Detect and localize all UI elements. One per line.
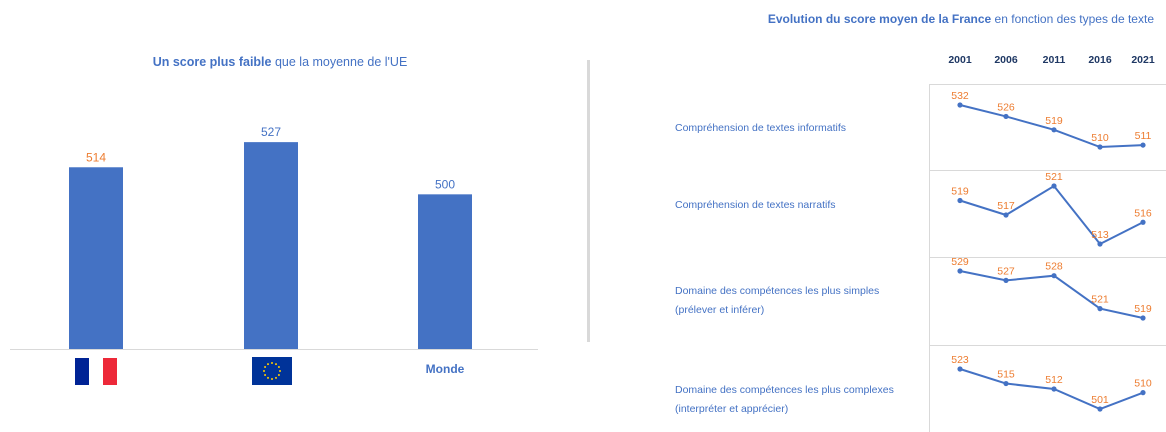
series-point bbox=[957, 197, 963, 204]
bar-value-label: 527 bbox=[261, 125, 281, 139]
row-label: Domaine des compétences les plus complex… bbox=[675, 381, 894, 419]
point-value-label: 519 bbox=[951, 186, 969, 198]
point-value-label: 516 bbox=[1134, 207, 1152, 219]
row-label: Compréhension de textes narratifs bbox=[675, 196, 836, 215]
series-point bbox=[1003, 380, 1009, 387]
eu-star bbox=[271, 362, 273, 364]
france-flag-icon bbox=[75, 358, 89, 385]
right-title-bold: Evolution du score moyen de la France bbox=[767, 12, 992, 26]
point-value-label: 513 bbox=[1091, 229, 1109, 241]
series-point bbox=[1003, 212, 1009, 218]
row-label: Compréhension de textes informatifs bbox=[675, 119, 846, 138]
point-value-label: 510 bbox=[1091, 132, 1109, 144]
series-point bbox=[1140, 142, 1146, 148]
row-label-line: (interpréter et apprécier) bbox=[675, 403, 789, 415]
year-header: 2011 bbox=[1043, 54, 1066, 66]
eu-star bbox=[267, 376, 269, 379]
bar bbox=[69, 167, 123, 349]
panel-divider bbox=[587, 60, 590, 342]
row-label-line: Domaine des compétences les plus complex… bbox=[675, 384, 894, 396]
france-flag-white bbox=[89, 358, 103, 385]
eu-star bbox=[263, 370, 265, 372]
series-point bbox=[1097, 306, 1103, 312]
point-value-label: 529 bbox=[951, 256, 969, 268]
year-header: 2016 bbox=[1088, 54, 1112, 66]
series-point bbox=[1097, 144, 1103, 150]
left-chart-title: Un score plus faible que la moyenne de l… bbox=[0, 55, 560, 69]
series-point bbox=[1051, 273, 1057, 279]
france-flag-red bbox=[103, 358, 117, 385]
series-point bbox=[1003, 277, 1009, 283]
point-value-label: 512 bbox=[1045, 374, 1063, 386]
row-label-line: Compréhension de textes informatifs bbox=[675, 122, 846, 134]
point-value-label: 515 bbox=[997, 369, 1015, 381]
eu-star bbox=[279, 370, 281, 372]
right-title-rest: en fonction des types de texte bbox=[991, 12, 1154, 26]
row-label-line: Compréhension de textes narratifs bbox=[675, 199, 836, 211]
year-header: 2006 bbox=[994, 54, 1018, 66]
point-value-label: 510 bbox=[1134, 378, 1152, 390]
series-point bbox=[1097, 241, 1103, 247]
point-value-label: 521 bbox=[1045, 171, 1063, 183]
series-line bbox=[959, 184, 1144, 246]
series-point bbox=[957, 268, 963, 274]
point-value-label: 523 bbox=[951, 354, 969, 366]
row-label: Domaine des compétences les plus simples… bbox=[675, 282, 879, 320]
eu-star bbox=[264, 366, 267, 368]
point-value-label: 519 bbox=[1134, 303, 1152, 315]
point-value-label: 527 bbox=[997, 265, 1015, 277]
eu-star bbox=[275, 363, 277, 366]
row-label-line: Domaine des compétences les plus simples bbox=[675, 285, 880, 297]
year-header: 2021 bbox=[1131, 54, 1155, 66]
left-title-bold: Un score plus faible bbox=[152, 55, 272, 69]
bar-chart: 514 527 500 Monde bbox=[10, 125, 538, 385]
point-value-label: 501 bbox=[1091, 394, 1109, 406]
point-value-label: 517 bbox=[997, 200, 1015, 212]
series-point bbox=[1140, 390, 1146, 396]
eu-flag-icon bbox=[252, 357, 292, 385]
left-title-rest: que la moyenne de l'UE bbox=[271, 55, 408, 69]
point-value-label: 519 bbox=[1045, 115, 1063, 127]
point-value-label: 511 bbox=[1135, 130, 1152, 142]
series-line bbox=[959, 270, 1144, 319]
eu-star bbox=[277, 374, 280, 376]
point-value-label: 528 bbox=[1045, 261, 1063, 273]
series-point bbox=[1140, 219, 1146, 225]
series-point bbox=[1003, 113, 1009, 120]
series-point bbox=[957, 102, 963, 108]
bar bbox=[418, 194, 472, 349]
point-value-label: 521 bbox=[1091, 294, 1109, 306]
bar-value-label: 514 bbox=[86, 150, 106, 164]
series-point bbox=[1140, 315, 1146, 321]
row-label-line: (prélever et inférer) bbox=[675, 304, 765, 316]
series-point bbox=[1051, 127, 1057, 133]
eu-star bbox=[275, 376, 277, 379]
series-point bbox=[1097, 406, 1103, 412]
series-point bbox=[1051, 183, 1057, 189]
series-point bbox=[957, 366, 963, 372]
monde-label: Monde bbox=[426, 362, 465, 376]
right-chart-title: Evolution du score moyen de la France en… bbox=[768, 12, 1154, 26]
point-value-label: 526 bbox=[997, 101, 1015, 113]
eu-star bbox=[277, 366, 280, 368]
eu-star bbox=[271, 378, 273, 380]
bar-value-label: 500 bbox=[435, 177, 455, 191]
series-point bbox=[1051, 386, 1057, 392]
eu-star bbox=[264, 374, 267, 376]
point-value-label: 532 bbox=[951, 90, 969, 102]
bar bbox=[244, 142, 298, 349]
eu-star bbox=[267, 363, 269, 366]
year-header: 2001 bbox=[948, 54, 972, 66]
